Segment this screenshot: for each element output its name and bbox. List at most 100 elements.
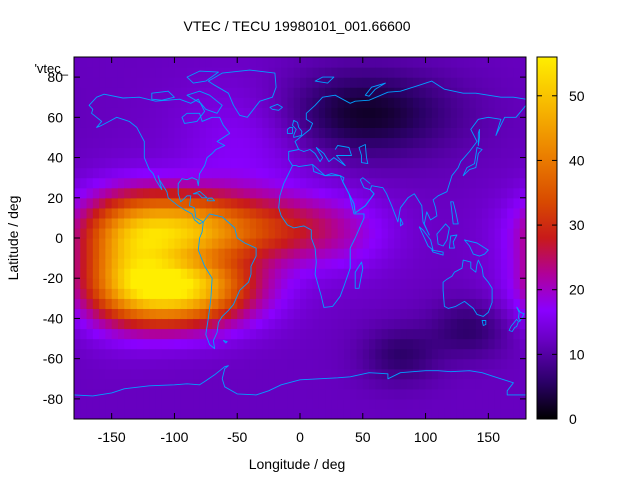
heatmap-cell <box>387 77 395 88</box>
heatmap-cell <box>230 137 238 149</box>
heatmap-cell <box>438 368 445 380</box>
heatmap-cell <box>507 408 515 419</box>
heatmap-cell <box>350 388 358 400</box>
heatmap-cell <box>243 328 251 340</box>
heatmap-cell <box>199 117 207 128</box>
heatmap-cell <box>463 338 471 350</box>
heatmap-cell <box>519 278 526 289</box>
heatmap-cell <box>306 127 314 139</box>
heatmap-cell <box>469 348 477 360</box>
heatmap-cell <box>180 177 188 189</box>
heatmap-cell <box>306 117 314 128</box>
heatmap-cell <box>369 97 376 108</box>
heatmap-cell <box>387 338 395 350</box>
heatmap-cell <box>293 278 301 289</box>
heatmap-cell <box>406 348 414 360</box>
heatmap-cell <box>212 87 219 98</box>
heatmap-cell <box>469 338 477 350</box>
heatmap-cell <box>406 77 414 88</box>
heatmap-cell <box>356 378 364 390</box>
heatmap-cell <box>356 167 364 179</box>
heatmap-cell <box>507 368 515 380</box>
heatmap-cell <box>80 207 88 219</box>
heatmap-cell <box>519 348 526 360</box>
heatmap-cell <box>199 197 207 209</box>
heatmap-cell <box>519 67 526 78</box>
heatmap-cell <box>438 117 445 128</box>
heatmap-cell <box>469 57 477 68</box>
heatmap-cell <box>224 117 232 128</box>
heatmap-cell <box>99 288 106 299</box>
heatmap-cell <box>513 67 521 78</box>
heatmap-cell <box>117 117 125 128</box>
heatmap-cell <box>117 187 125 199</box>
heatmap-cell <box>369 177 376 189</box>
heatmap-cell <box>143 97 150 108</box>
heatmap-cell <box>105 207 113 219</box>
heatmap-cell <box>80 388 88 400</box>
heatmap-cell <box>205 217 213 229</box>
heatmap-cell <box>105 388 113 400</box>
heatmap-cell <box>168 338 176 350</box>
heatmap-cell <box>80 248 88 259</box>
heatmap-cell <box>425 87 433 98</box>
heatmap-cell <box>218 318 226 330</box>
heatmap-cell <box>369 318 376 330</box>
heatmap-cell <box>425 107 433 118</box>
heatmap-cell <box>413 368 420 380</box>
heatmap-cell <box>400 318 408 330</box>
coastline-hispaniola <box>206 197 216 202</box>
heatmap-cell <box>243 408 251 419</box>
heatmap-cell <box>130 207 138 219</box>
heatmap-cell <box>312 187 320 199</box>
heatmap-cell <box>117 328 125 340</box>
heatmap-cell <box>237 117 245 128</box>
heatmap-cell <box>274 338 282 350</box>
heatmap-cell <box>224 137 232 149</box>
heatmap-cell <box>174 368 182 380</box>
heatmap-cell <box>394 87 402 98</box>
heatmap-cell <box>237 398 245 410</box>
heatmap-cell <box>325 398 332 410</box>
heatmap-cell <box>306 187 314 199</box>
heatmap-cell <box>161 258 169 269</box>
heatmap-cell <box>193 107 201 118</box>
heatmap-cell <box>350 308 358 320</box>
heatmap-cell <box>513 167 521 179</box>
heatmap-cell <box>469 197 477 209</box>
heatmap-cell <box>494 67 502 78</box>
heatmap-cell <box>149 217 157 229</box>
coastline-sumatra <box>418 226 434 251</box>
heatmap-cell <box>369 288 376 299</box>
heatmap-cell <box>513 77 521 88</box>
heatmap-cell <box>243 187 251 199</box>
heatmap-cell <box>237 298 245 309</box>
heatmap-cell <box>513 288 521 299</box>
heatmap-cell <box>218 187 226 199</box>
heatmap-cell <box>494 308 502 320</box>
heatmap-cell <box>274 137 282 149</box>
heatmap-cell <box>482 97 489 108</box>
heatmap-cell <box>193 207 201 219</box>
heatmap-cell <box>356 288 364 299</box>
heatmap-cell <box>199 258 207 269</box>
heatmap-cell <box>513 147 521 159</box>
heatmap-cell <box>475 378 483 390</box>
heatmap-cell <box>99 137 106 149</box>
heatmap-cell <box>205 358 213 370</box>
heatmap-cell <box>161 57 169 68</box>
heatmap-cell <box>456 147 464 159</box>
heatmap-cell <box>274 77 282 88</box>
heatmap-cell <box>325 308 332 320</box>
heatmap-cell <box>143 217 150 229</box>
heatmap-cell <box>406 298 414 309</box>
heatmap-cell <box>475 408 483 419</box>
heatmap-cell <box>124 268 132 279</box>
heatmap-cell <box>463 408 471 419</box>
heatmap-cell <box>111 268 119 279</box>
heatmap-cell <box>500 258 508 269</box>
heatmap-cell <box>193 268 201 279</box>
heatmap-cell <box>161 348 169 360</box>
heatmap-cell <box>400 338 408 350</box>
heatmap-cell <box>249 298 257 309</box>
